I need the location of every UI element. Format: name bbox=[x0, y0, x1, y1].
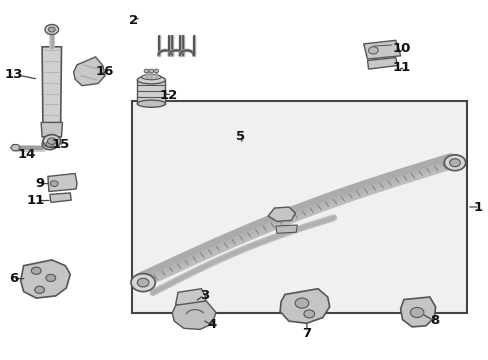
Polygon shape bbox=[74, 57, 105, 86]
Polygon shape bbox=[50, 193, 71, 202]
Circle shape bbox=[42, 138, 58, 150]
Circle shape bbox=[47, 138, 56, 144]
Polygon shape bbox=[275, 225, 297, 233]
Text: 8: 8 bbox=[429, 314, 439, 327]
Text: 11: 11 bbox=[26, 194, 44, 207]
Polygon shape bbox=[172, 301, 216, 329]
Ellipse shape bbox=[137, 76, 165, 84]
Text: 3: 3 bbox=[200, 289, 209, 302]
Circle shape bbox=[46, 141, 54, 147]
Circle shape bbox=[409, 307, 423, 318]
Text: 2: 2 bbox=[128, 14, 138, 27]
Text: 6: 6 bbox=[9, 272, 19, 285]
Circle shape bbox=[449, 159, 459, 167]
Circle shape bbox=[35, 286, 44, 293]
Text: 5: 5 bbox=[236, 130, 245, 143]
Text: 14: 14 bbox=[18, 148, 36, 161]
Text: 7: 7 bbox=[302, 327, 311, 339]
Polygon shape bbox=[280, 289, 329, 323]
Polygon shape bbox=[10, 144, 20, 151]
Polygon shape bbox=[367, 58, 397, 69]
Circle shape bbox=[368, 47, 377, 54]
Circle shape bbox=[31, 267, 41, 274]
Ellipse shape bbox=[137, 100, 165, 107]
Circle shape bbox=[131, 274, 155, 292]
Polygon shape bbox=[42, 47, 61, 137]
Text: 10: 10 bbox=[392, 42, 410, 55]
Bar bbox=[137, 80, 165, 104]
Circle shape bbox=[304, 310, 314, 318]
Text: 16: 16 bbox=[96, 65, 114, 78]
Text: 12: 12 bbox=[160, 89, 178, 102]
Polygon shape bbox=[41, 122, 62, 137]
Text: 4: 4 bbox=[207, 318, 217, 331]
Circle shape bbox=[48, 27, 55, 32]
Circle shape bbox=[46, 274, 56, 282]
Text: 11: 11 bbox=[392, 61, 410, 74]
Circle shape bbox=[444, 155, 465, 171]
Circle shape bbox=[149, 69, 154, 73]
Polygon shape bbox=[48, 174, 77, 192]
Text: 15: 15 bbox=[52, 138, 70, 150]
Ellipse shape bbox=[142, 75, 161, 80]
Circle shape bbox=[50, 181, 58, 186]
Text: 13: 13 bbox=[4, 68, 22, 81]
Circle shape bbox=[144, 69, 149, 73]
Polygon shape bbox=[363, 40, 400, 59]
Text: 9: 9 bbox=[35, 177, 44, 190]
Polygon shape bbox=[175, 289, 206, 310]
Circle shape bbox=[45, 24, 59, 35]
Circle shape bbox=[43, 135, 61, 148]
Circle shape bbox=[154, 69, 158, 73]
Circle shape bbox=[295, 298, 308, 308]
Polygon shape bbox=[20, 260, 70, 298]
Bar bbox=[132, 101, 466, 313]
Polygon shape bbox=[267, 207, 295, 221]
Polygon shape bbox=[400, 297, 435, 327]
Circle shape bbox=[137, 278, 149, 287]
Text: 1: 1 bbox=[472, 201, 482, 213]
